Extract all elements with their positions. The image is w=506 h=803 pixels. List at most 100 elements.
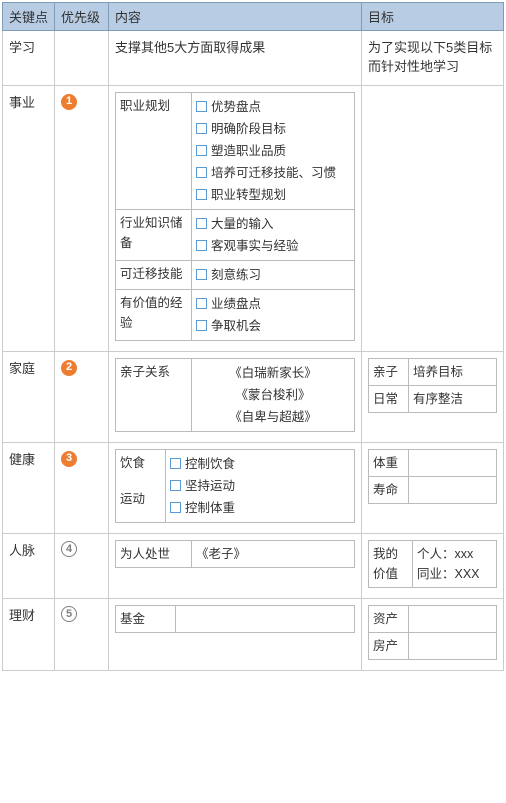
checklist-item: 客观事实与经验	[196, 235, 350, 257]
cell-content: 为人处世 《老子》	[109, 534, 362, 599]
career-section-label: 有价值的经验	[116, 290, 192, 341]
goal-key: 我的价值	[369, 541, 413, 588]
finance-content-label: 基金	[116, 606, 176, 633]
checkbox-icon[interactable]	[170, 458, 181, 469]
family-inner-table: 亲子关系 《白瑞新家长》 《蒙台梭利》 《自卑与超越》	[115, 358, 355, 432]
checklist-item: 刻意练习	[196, 264, 350, 286]
network-content-label: 为人处世	[116, 541, 192, 568]
goal-key: 房产	[369, 633, 409, 660]
checklist-item: 大量的输入	[196, 213, 350, 235]
checkbox-icon[interactable]	[196, 167, 207, 178]
network-book: 《老子》	[192, 541, 355, 568]
goal-val	[409, 633, 497, 660]
goal-val	[409, 606, 497, 633]
cell-key: 家庭	[3, 352, 55, 443]
checklist-item: 明确阶段目标	[196, 118, 350, 140]
checklist-item: 争取机会	[196, 315, 350, 337]
checkbox-icon[interactable]	[196, 145, 207, 156]
item-text: 明确阶段目标	[211, 122, 286, 136]
checklist-item: 优势盘点	[196, 96, 350, 118]
goal-val	[409, 450, 497, 477]
item-text: 优势盘点	[211, 100, 261, 114]
checkbox-icon[interactable]	[196, 240, 207, 251]
checkbox-icon[interactable]	[196, 189, 207, 200]
item-text: 刻意练习	[211, 268, 261, 282]
career-section-items: 刻意练习	[192, 261, 355, 290]
cell-key: 学习	[3, 31, 55, 86]
checklist-item: 职业转型规划	[196, 184, 350, 206]
cell-goal: 为了实现以下5类目标而针对性地学习	[362, 31, 504, 86]
priority-badge-2: 2	[61, 360, 77, 376]
item-text: 客观事实与经验	[211, 239, 299, 253]
checklist-item: 控制体重	[170, 497, 350, 519]
goal-val: 个人：xxx 同业：XXX	[413, 541, 497, 588]
checkbox-icon[interactable]	[196, 123, 207, 134]
checkbox-icon[interactable]	[196, 101, 207, 112]
book-title: 《自卑与超越》	[196, 406, 350, 428]
network-inner-table: 为人处世 《老子》	[115, 540, 355, 568]
network-goal-table: 我的价值 个人：xxx 同业：XXX	[368, 540, 497, 588]
checklist-item: 塑造职业品质	[196, 140, 350, 162]
header-priority: 优先级	[55, 3, 109, 31]
cell-goal: 我的价值 个人：xxx 同业：XXX	[362, 534, 504, 599]
cell-priority	[55, 31, 109, 86]
career-section-label: 可迁移技能	[116, 261, 192, 290]
checkbox-icon[interactable]	[196, 298, 207, 309]
checkbox-icon[interactable]	[170, 502, 181, 513]
cell-content: 基金	[109, 599, 362, 671]
career-section-items: 大量的输入 客观事实与经验	[192, 210, 355, 261]
priority-badge-4: 4	[61, 541, 77, 557]
cell-priority: 2	[55, 352, 109, 443]
health-goal-table: 体重 寿命	[368, 449, 497, 504]
goal-key: 日常	[369, 386, 409, 413]
book-title: 《白瑞新家长》	[196, 362, 350, 384]
checkbox-icon[interactable]	[196, 269, 207, 280]
health-inner-table: 饮食 控制饮食 坚持运动 控制体重 运动	[115, 449, 355, 523]
cell-key: 事业	[3, 86, 55, 352]
cell-goal	[362, 86, 504, 352]
cell-content: 亲子关系 《白瑞新家长》 《蒙台梭利》 《自卑与超越》	[109, 352, 362, 443]
checklist-item: 培养可迁移技能、习惯	[196, 162, 350, 184]
cell-content: 职业规划 优势盘点 明确阶段目标 塑造职业品质 培养可迁移技能、习惯 职业转型规…	[109, 86, 362, 352]
checklist-item: 控制饮食	[170, 453, 350, 475]
cell-priority: 1	[55, 86, 109, 352]
career-section-items: 业绩盘点 争取机会	[192, 290, 355, 341]
career-section-items: 优势盘点 明确阶段目标 塑造职业品质 培养可迁移技能、习惯 职业转型规划	[192, 93, 355, 210]
priority-badge-3: 3	[61, 451, 77, 467]
finance-empty	[176, 606, 355, 633]
checklist-item: 坚持运动	[170, 475, 350, 497]
checkbox-icon[interactable]	[196, 218, 207, 229]
goal-key: 亲子	[369, 359, 409, 386]
item-text: 职业转型规划	[211, 188, 286, 202]
cell-content: 支撑其他5大方面取得成果	[109, 31, 362, 86]
cell-goal: 资产 房产	[362, 599, 504, 671]
cell-priority: 4	[55, 534, 109, 599]
family-content-label: 亲子关系	[116, 359, 192, 432]
item-text: 坚持运动	[185, 479, 235, 493]
item-text: 大量的输入	[211, 217, 274, 231]
checkbox-icon[interactable]	[196, 320, 207, 331]
checkbox-icon[interactable]	[170, 480, 181, 491]
planning-table: 关键点 优先级 内容 目标 学习 支撑其他5大方面取得成果 为了实现以下5类目标…	[2, 2, 504, 671]
cell-priority: 5	[55, 599, 109, 671]
item-text: 控制体重	[185, 501, 235, 515]
header-row: 关键点 优先级 内容 目标	[3, 3, 504, 31]
priority-badge-5: 5	[61, 606, 77, 622]
finance-goal-table: 资产 房产	[368, 605, 497, 660]
health-left-label: 饮食	[116, 450, 166, 487]
priority-badge-1: 1	[61, 94, 77, 110]
finance-inner-table: 基金	[115, 605, 355, 633]
cell-key: 人脉	[3, 534, 55, 599]
row-network: 人脉 4 为人处世 《老子》 我的价值 个人：xxx 同业：XXX	[3, 534, 504, 599]
goal-key: 资产	[369, 606, 409, 633]
header-key: 关键点	[3, 3, 55, 31]
family-books: 《白瑞新家长》 《蒙台梭利》 《自卑与超越》	[192, 359, 355, 432]
cell-goal: 体重 寿命	[362, 443, 504, 534]
cell-goal: 亲子培养目标 日常有序整洁	[362, 352, 504, 443]
header-content: 内容	[109, 3, 362, 31]
row-finance: 理财 5 基金 资产 房产	[3, 599, 504, 671]
cell-priority: 3	[55, 443, 109, 534]
health-left-label: 运动	[116, 486, 166, 523]
row-health: 健康 3 饮食 控制饮食 坚持运动 控制体重 运动	[3, 443, 504, 534]
row-family: 家庭 2 亲子关系 《白瑞新家长》 《蒙台梭利》 《自卑与超越》	[3, 352, 504, 443]
